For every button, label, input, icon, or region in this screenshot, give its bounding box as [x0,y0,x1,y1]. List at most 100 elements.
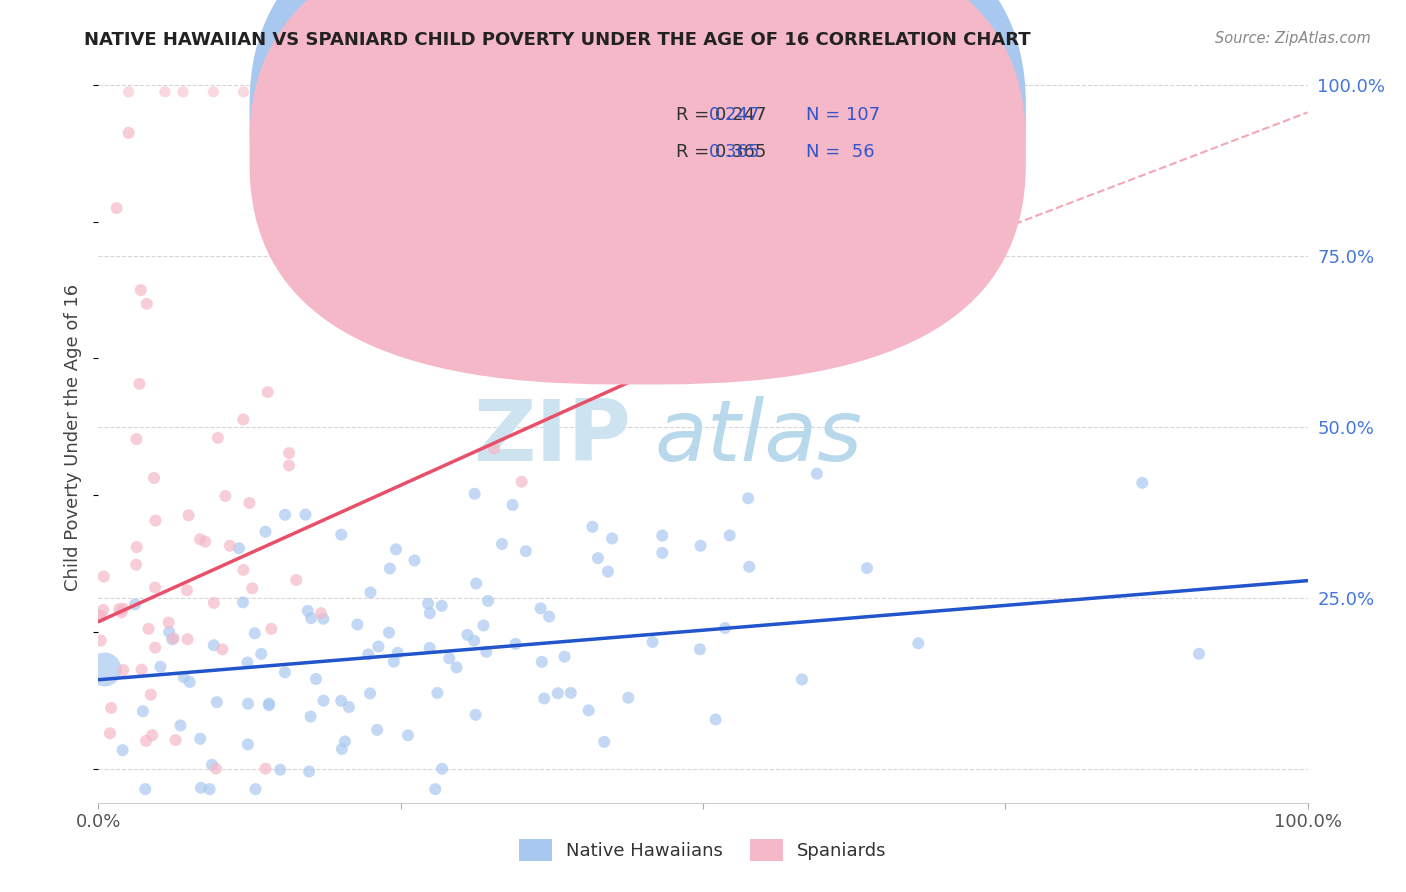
Point [205,762,228,776]
Point [98,726,121,740]
Point [179,675,201,690]
Point [425,782,447,797]
Point [139,688,162,702]
Point [617,690,640,705]
Point [515,544,537,558]
Point [294,508,316,522]
Point [404,553,426,567]
Text: NATIVE HAWAIIAN VS SPANIARD CHILD POVERTY UNDER THE AGE OF 16 CORRELATION CHART: NATIVE HAWAIIAN VS SPANIARD CHILD POVERT… [84,31,1031,49]
Point [456,628,478,642]
Point [1188,647,1211,661]
Point [162,632,184,646]
Point [305,672,328,686]
Point [141,728,163,742]
Point [641,635,664,649]
Point [378,561,401,575]
Point [806,467,828,481]
Point [505,637,527,651]
Point [382,655,405,669]
Point [416,597,439,611]
Point [269,763,291,777]
Point [297,604,319,618]
Point [330,742,353,756]
Point [419,640,441,655]
Point [93,569,115,583]
Point [135,734,157,748]
Point [593,735,616,749]
Point [256,385,278,400]
Point [236,656,259,670]
Point [190,780,212,795]
Point [312,693,335,707]
Point [790,673,813,687]
Point [132,704,155,718]
Point [260,622,283,636]
Point [232,595,254,609]
Point [312,612,335,626]
Point [430,599,453,613]
Point [464,707,486,722]
FancyBboxPatch shape [582,86,945,188]
Point [359,686,381,700]
Point [596,565,619,579]
Point [201,757,224,772]
Point [250,647,273,661]
Point [366,723,388,737]
Point [143,581,166,595]
Point [907,636,929,650]
Point [299,611,322,625]
Point [91,603,114,617]
Text: ZIP: ZIP [472,395,630,479]
Point [240,582,263,596]
Point [254,524,277,539]
Point [689,642,711,657]
Point [218,539,240,553]
Point [426,686,449,700]
Point [718,528,741,542]
Point [367,640,389,654]
Point [1130,475,1153,490]
Point [533,691,555,706]
Point [118,126,141,140]
Point [188,731,211,746]
Point [157,624,180,639]
Point [176,632,198,647]
Point [463,633,485,648]
Point [581,520,603,534]
Point [477,594,499,608]
Text: 0.247: 0.247 [709,106,761,124]
Point [89,608,111,623]
Legend: Native Hawaiians, Spaniards: Native Hawaiians, Spaniards [515,834,891,867]
Point [704,713,727,727]
Point [90,610,112,624]
Point [737,491,759,506]
Point [278,458,301,473]
Point [465,576,488,591]
Point [112,601,135,615]
Point [125,432,148,446]
Point [464,487,486,501]
Point [124,598,146,612]
Point [333,734,356,748]
Point [419,606,441,620]
Point [357,648,380,662]
Point [90,633,112,648]
Point [143,640,166,655]
Point [346,617,368,632]
Point [118,85,141,99]
Point [254,762,277,776]
Point [475,645,498,659]
Point [472,618,495,632]
Point [299,709,322,723]
Point [214,489,236,503]
Point [578,703,600,717]
Point [165,733,187,747]
Point [360,585,382,599]
Point [207,431,229,445]
Point [105,201,128,215]
Point [100,701,122,715]
Point [323,85,346,99]
Point [176,583,198,598]
Point [93,663,115,677]
Point [274,85,297,99]
